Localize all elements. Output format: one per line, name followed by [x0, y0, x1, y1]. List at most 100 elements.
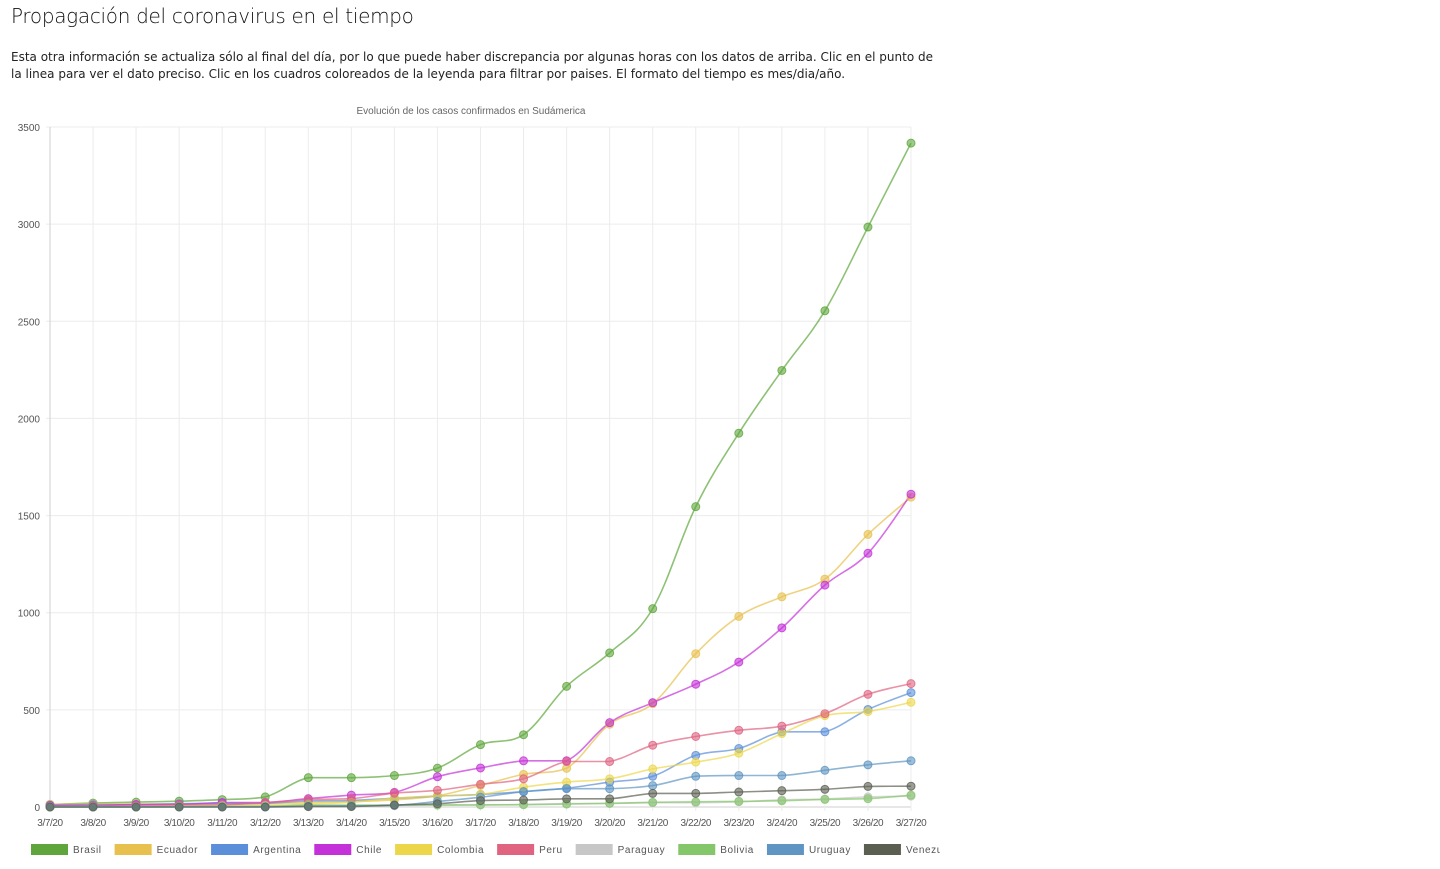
legend-item-brasil[interactable]: Brasil — [31, 844, 102, 856]
point-bolivia — [906, 790, 916, 800]
chart-points — [45, 138, 916, 812]
x-tick-label: 3/22/20 — [680, 818, 711, 829]
point-venezuela — [820, 784, 830, 794]
point-venezuela — [476, 796, 485, 806]
point-venezuela — [432, 799, 442, 809]
point-argentina — [820, 727, 830, 737]
legend-item-venezuela[interactable]: Venezuela — [863, 844, 940, 856]
legend-item-bolivia[interactable]: Bolivia — [678, 844, 754, 856]
x-tick-label: 3/16/20 — [422, 818, 453, 829]
x-tick-label: 3/9/20 — [123, 818, 149, 829]
x-tick-label: 3/20/20 — [594, 818, 625, 829]
point-venezuela — [777, 786, 787, 796]
x-tick-label: 3/19/20 — [551, 818, 582, 829]
legend-item-argentina[interactable]: Argentina — [211, 844, 301, 856]
point-chile — [734, 657, 744, 667]
point-venezuela — [131, 802, 141, 812]
point-chile — [691, 679, 701, 689]
point-brasil — [648, 604, 658, 614]
x-tick-label: 3/24/20 — [767, 818, 798, 829]
point-venezuela — [389, 800, 399, 810]
legend-item-peru[interactable]: Peru — [497, 844, 563, 856]
legend-label-chile: Chile — [356, 845, 382, 856]
legend-label-colombia: Colombia — [437, 845, 484, 856]
legend-label-paraguay: Paraguay — [618, 845, 666, 856]
legend-label-brasil: Brasil — [73, 845, 102, 856]
point-venezuela — [691, 788, 701, 798]
x-tick-label: 3/14/20 — [336, 818, 367, 829]
intro-text: Esta otra información se actualiza sólo … — [11, 50, 933, 81]
chart-axes: 0 500 1000 1500 2000 2500 3000 3500 3/7/20 3/8/20… — [18, 123, 928, 829]
point-brasil — [346, 773, 356, 783]
point-chile — [820, 580, 830, 590]
y-tick-label: 1500 — [18, 512, 41, 523]
point-chile — [777, 623, 787, 633]
legend-swatch-paraguay — [575, 844, 613, 855]
legend-item-colombia[interactable]: Colombia — [395, 844, 484, 856]
x-tick-label: 3/15/20 — [379, 818, 410, 829]
point-venezuela — [45, 802, 55, 812]
point-brasil — [432, 763, 442, 773]
point-uruguay — [648, 781, 658, 791]
x-tick-label: 3/11/20 — [207, 818, 238, 829]
point-venezuela — [863, 781, 873, 791]
point-bolivia — [648, 797, 658, 807]
point-venezuela — [217, 802, 227, 812]
point-brasil — [389, 771, 399, 781]
point-bolivia — [863, 794, 873, 804]
legend-label-uruguay: Uruguay — [809, 845, 851, 856]
legend-item-chile[interactable]: Chile — [314, 844, 382, 856]
point-brasil — [605, 648, 615, 658]
point-peru — [906, 679, 916, 689]
chart-title: Evolución de los casos confirmados en Su… — [356, 106, 585, 117]
x-tick-label: 3/26/20 — [853, 818, 884, 829]
point-uruguay — [777, 771, 787, 781]
x-tick-label: 3/7/20 — [37, 818, 63, 829]
point-venezuela — [734, 787, 744, 797]
point-brasil — [863, 222, 873, 232]
point-peru — [820, 709, 830, 719]
legend-label-bolivia: Bolivia — [720, 845, 754, 856]
legend-item-paraguay[interactable]: Paraguay — [575, 844, 666, 856]
point-argentina — [648, 771, 658, 781]
point-colombia — [605, 774, 615, 784]
legend-item-ecuador[interactable]: Ecuador — [114, 844, 199, 856]
point-peru — [691, 731, 701, 741]
point-venezuela — [260, 802, 270, 812]
point-peru — [389, 788, 399, 798]
point-peru — [863, 689, 873, 699]
point-venezuela — [88, 802, 98, 812]
legend-item-uruguay[interactable]: Uruguay — [766, 844, 851, 856]
x-tick-label: 3/23/20 — [724, 818, 755, 829]
y-tick-label: 2000 — [18, 414, 41, 425]
x-tick-label: 3/17/20 — [465, 818, 496, 829]
point-bolivia — [820, 794, 830, 804]
y-tick-label: 3000 — [18, 220, 41, 231]
point-colombia — [734, 748, 744, 758]
cases-line-chart: Evolución de los casos confirmados en Su… — [18, 106, 940, 856]
point-venezuela — [303, 802, 313, 812]
point-venezuela — [605, 794, 615, 804]
point-brasil — [476, 740, 485, 750]
point-ecuador — [691, 649, 701, 659]
point-chile — [863, 548, 873, 558]
point-brasil — [777, 365, 787, 375]
point-colombia — [648, 764, 658, 774]
point-colombia — [863, 707, 873, 717]
point-uruguay — [562, 784, 572, 794]
legend-swatch-peru — [497, 844, 535, 855]
point-brasil — [820, 306, 830, 316]
x-tick-label: 3/27/20 — [896, 818, 927, 829]
legend-label-venezuela: Venezuela — [906, 845, 940, 856]
point-chile — [648, 698, 658, 708]
point-chile — [432, 772, 442, 782]
point-venezuela — [648, 788, 658, 798]
point-peru — [562, 757, 572, 767]
point-colombia — [691, 757, 701, 767]
point-peru — [519, 774, 529, 784]
point-peru — [648, 740, 658, 750]
x-tick-label: 3/8/20 — [80, 818, 106, 829]
legend-swatch-brasil — [31, 844, 68, 855]
x-tick-label: 3/12/20 — [250, 818, 281, 829]
point-brasil — [734, 428, 744, 438]
